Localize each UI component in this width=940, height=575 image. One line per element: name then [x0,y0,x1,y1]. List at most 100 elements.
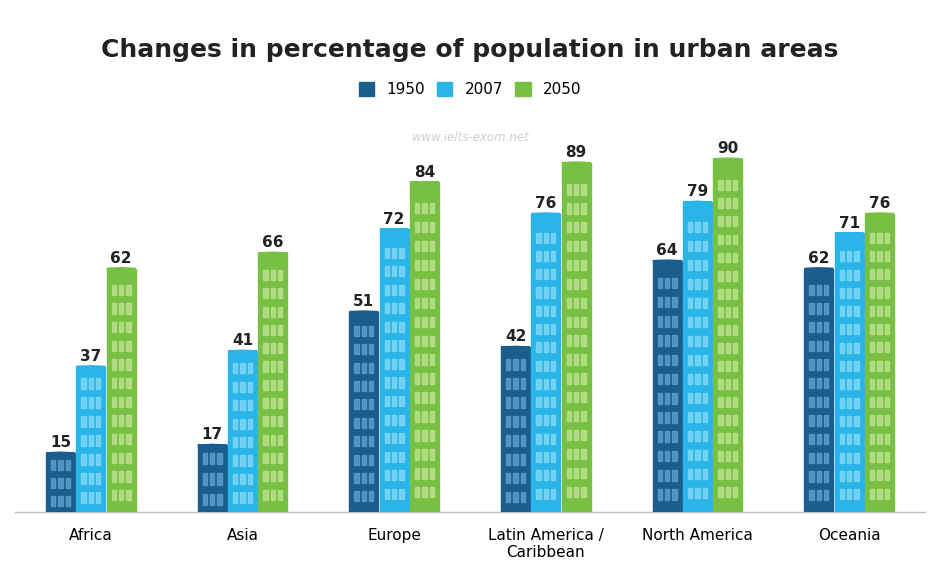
Bar [847,453,852,462]
Bar [551,288,556,297]
Bar [870,452,874,462]
Bar [126,472,131,481]
Bar [809,434,814,444]
Bar [537,470,540,480]
Bar [119,285,123,295]
Bar [870,470,874,480]
Bar [665,374,669,384]
Bar [672,431,677,442]
Bar [354,473,359,483]
Bar [233,419,238,429]
Bar [384,322,389,332]
Bar [726,271,730,281]
Bar [203,494,207,505]
Bar [574,317,578,327]
Bar [839,343,844,353]
Bar [726,181,730,190]
Bar [718,289,723,298]
Bar [415,317,419,327]
Bar [551,324,556,334]
Bar [119,304,123,314]
Bar [392,340,397,351]
Bar [877,269,882,279]
Bar [839,489,844,499]
Bar [241,455,244,466]
Bar [392,303,397,313]
Bar [126,397,131,407]
Bar [362,381,366,391]
Bar [581,185,586,195]
Bar [574,260,578,270]
Bar [271,416,275,427]
Bar [119,378,123,388]
Bar [88,397,93,408]
Bar [513,397,518,408]
Bar [847,343,852,353]
Bar [885,306,889,316]
Bar [422,203,427,213]
Bar [88,473,93,484]
Bar [885,288,889,297]
Bar [410,182,439,512]
Bar [817,304,821,314]
Bar [537,397,540,407]
Bar [531,213,560,512]
Bar [702,488,707,498]
Bar [362,344,366,354]
Bar [567,392,572,402]
Bar [702,317,707,327]
Bar [733,252,737,263]
Bar [854,380,858,389]
Bar [362,492,366,501]
Text: 64: 64 [656,243,678,258]
Bar [658,431,662,442]
Bar [877,233,882,243]
Bar [551,269,556,279]
Bar [258,253,288,512]
Bar [513,378,518,389]
Bar [96,435,101,446]
Bar [809,415,814,426]
Bar [733,217,737,227]
Bar [126,415,131,426]
Bar [543,397,548,407]
Bar [688,355,693,365]
Bar [665,316,669,327]
Bar [551,251,556,261]
Bar [718,306,723,317]
Bar [126,341,131,351]
Bar [688,412,693,422]
Bar [537,489,540,499]
Bar [126,490,131,500]
Bar [665,297,669,308]
Bar [877,288,882,297]
Bar [422,487,427,497]
Bar [817,397,821,407]
Bar [805,269,833,512]
Bar [415,355,419,365]
Bar [847,251,852,261]
Bar [415,449,419,459]
Bar [400,303,403,313]
Title: Changes in percentage of population in urban areas: Changes in percentage of population in u… [102,38,838,62]
Bar [415,487,419,497]
Bar [574,241,578,251]
Bar [415,411,419,421]
Bar [415,260,419,270]
Bar [567,203,572,213]
Bar [574,298,578,308]
Bar [197,445,227,512]
Bar [368,381,373,391]
Bar [839,471,844,481]
Bar [847,380,852,389]
Bar [107,269,135,512]
Polygon shape [805,268,833,269]
Bar [574,222,578,232]
Bar [543,306,548,316]
Bar [354,326,359,336]
Bar [112,453,116,463]
Bar [278,343,282,353]
Bar [847,270,852,279]
Bar [877,397,882,407]
Bar [415,222,419,232]
